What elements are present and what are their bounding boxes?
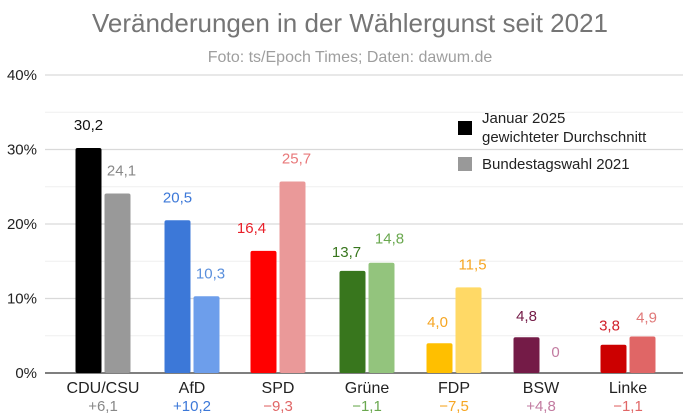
legend-swatch-2025 [458, 121, 472, 135]
x-axis-labels: CDU/CSU+6,1AfD+10,2SPD−9,3Grüne−1,1FDP−7… [67, 380, 648, 415]
legend-label-2025: Januar 2025 [482, 110, 565, 127]
bar-2021 [279, 181, 306, 373]
value-label-2021: 24,1 [107, 162, 136, 179]
value-label-2021: 25,7 [282, 151, 311, 168]
bar-2025 [250, 250, 277, 373]
difference-label: +4,8 [526, 398, 556, 415]
chart-title: Veränderungen in der Wählergunst seit 20… [91, 8, 608, 38]
bar-2025 [75, 148, 102, 373]
x-category-label: AfD [179, 380, 206, 397]
value-label-2025: 3,8 [599, 318, 620, 335]
x-category-label: FDP [438, 380, 470, 397]
value-label-2025: 4,8 [516, 308, 537, 325]
value-label-2021: 4,9 [636, 309, 657, 326]
value-label-2025: 13,7 [332, 244, 361, 261]
x-category-label: SPD [262, 380, 295, 397]
legend-label-2021: Bundestagswahl 2021 [482, 156, 630, 173]
y-tick-label: 30% [7, 142, 37, 159]
x-category-label: Grüne [345, 380, 390, 397]
y-tick-label: 20% [7, 216, 37, 233]
difference-label: +6,1 [88, 398, 118, 415]
bars [75, 148, 656, 373]
bar-2021 [368, 262, 395, 373]
value-label-2021: 11,5 [458, 256, 486, 273]
value-label-2021: 10,3 [196, 265, 225, 282]
value-labels: 30,2 24,1 20,5 10,3 16,4 25,7 13,7 14,8 4,0 11,5 4… [74, 117, 657, 361]
value-label-2025: 4,0 [427, 314, 448, 331]
difference-label: −9,3 [263, 398, 293, 415]
legend-swatch-2021 [458, 157, 472, 171]
value-label-2021: 14,8 [375, 231, 404, 248]
bar-2025 [164, 220, 191, 373]
value-label-2021: 0 [551, 344, 559, 361]
difference-label: −1,1 [352, 398, 382, 415]
bar-2021 [104, 193, 131, 373]
y-tick-label: 40% [7, 67, 37, 84]
y-axis-ticks: 0% 10% 20% 30% 40% [7, 67, 37, 382]
y-tick-label: 10% [7, 291, 37, 308]
x-category-label: CDU/CSU [67, 380, 140, 397]
difference-label: −1,1 [613, 398, 643, 415]
x-category-label: BSW [523, 380, 560, 397]
bar-2021 [455, 287, 482, 373]
bar-2021 [629, 336, 656, 373]
value-label-2025: 16,4 [237, 220, 266, 237]
bar-2025 [426, 343, 453, 373]
bar-2021 [193, 296, 220, 373]
difference-label: −7,5 [439, 398, 469, 415]
chart-subtitle: Foto: ts/Epoch Times; Daten: dawum.de [207, 49, 493, 66]
value-label-2025: 20,5 [163, 189, 192, 206]
bar-2025 [339, 270, 366, 373]
y-tick-label: 0% [15, 365, 37, 382]
legend: Januar 2025 gewichteter Durchschnitt Bunde… [458, 110, 647, 173]
difference-label: +10,2 [173, 398, 211, 415]
bar-2025 [600, 344, 627, 373]
bar-2025 [513, 337, 540, 373]
value-label-2025: 30,2 [74, 117, 103, 134]
x-category-label: Linke [609, 380, 647, 397]
legend-label-2025-sub: gewichteter Durchschnitt [482, 129, 647, 146]
